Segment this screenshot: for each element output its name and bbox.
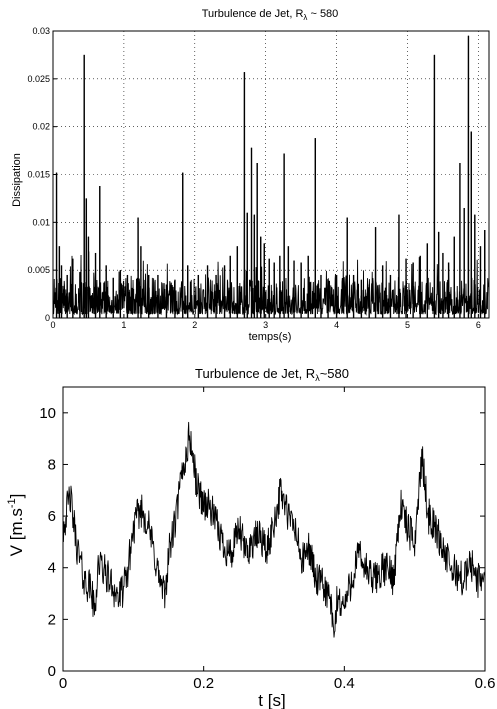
chart1-y-tick-label: 0.01	[32, 217, 50, 227]
chart2-x-tick-label: 0	[59, 675, 67, 692]
chart1-y-tick-label: 0	[45, 313, 50, 323]
chart2-velocity-series	[62, 421, 486, 638]
chart2-y-tick-label: 4	[48, 560, 56, 577]
chart1-x-tick-label: 0	[50, 320, 55, 330]
chart2-x-tick-label: 0.2	[193, 675, 214, 692]
chart1-y-tick-label: 0.03	[32, 26, 50, 36]
dissipation-chart: Turbulence de Jet, Rλ ~ 580 0 1 2 3 4 5 6 0 0.00…	[11, 8, 490, 343]
chart1-title: Turbulence de Jet, Rλ ~ 580	[202, 8, 339, 22]
chart1-x-tick-label: 1	[121, 320, 126, 330]
chart2-y-tick-label: 2	[48, 611, 56, 628]
chart1-y-tick-label: 0.02	[32, 122, 50, 132]
chart1-x-tick-label: 4	[334, 320, 339, 330]
chart2-y-axis-label: V [m.s-1]	[6, 494, 26, 557]
chart1-x-tick-label: 3	[263, 320, 268, 330]
chart2-x-tick-label: 0.4	[334, 675, 355, 692]
chart1-grid	[53, 31, 489, 318]
chart1-y-tick-label: 0.005	[27, 265, 50, 275]
chart1-x-axis-label: temps(s)	[249, 331, 292, 343]
chart1-dissipation-series	[52, 35, 490, 318]
chart1-y-tick-label: 0.015	[27, 170, 50, 180]
chart2-ticks: 0 0.2 0.4 0.6 0 2 4 6 8 10	[39, 387, 495, 692]
chart1-ticks: 0 1 2 3 4 5 6 0 0.005 0.01 0.015 0.02 0.025 0.03	[27, 26, 480, 330]
chart2-y-tick-label: 6	[48, 508, 56, 525]
chart2-plot-frame	[62, 386, 486, 672]
chart1-x-tick-label: 6	[476, 320, 481, 330]
chart2-y-tick-label: 10	[39, 405, 56, 422]
chart2-y-tick-label: 8	[48, 456, 56, 473]
chart1-signal-line	[52, 35, 490, 316]
chart1-x-tick-label: 5	[405, 320, 410, 330]
chart2-x-tick-label: 0.6	[475, 675, 496, 692]
chart2-y-tick-label: 0	[48, 663, 56, 680]
chart2-title: Turbulence de Jet, Rλ~580	[195, 366, 349, 383]
chart1-x-tick-label: 2	[192, 320, 197, 330]
chart1-plot-frame	[52, 30, 490, 319]
chart2-velocity-line	[62, 421, 486, 638]
chart2-x-axis-label: t [s]	[258, 691, 285, 709]
chart1-y-axis-label: Dissipation	[11, 153, 23, 207]
chart1-y-tick-label: 0.025	[27, 74, 50, 84]
velocity-chart: Turbulence de Jet, Rλ~580 0 0.2 0.4 0.6 0 2 4 6…	[6, 366, 495, 709]
